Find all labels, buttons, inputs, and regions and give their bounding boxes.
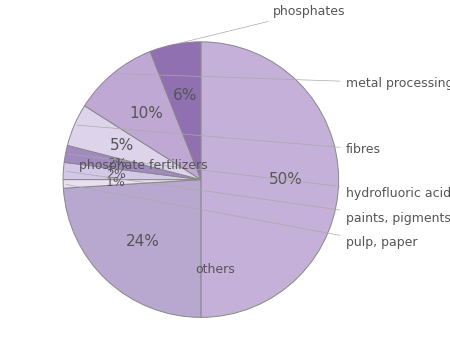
Text: fibres: fibres	[77, 125, 381, 156]
Text: hydrofluoric acid: hydrofluoric acid	[68, 154, 450, 200]
Wedge shape	[63, 162, 201, 180]
Wedge shape	[63, 180, 201, 188]
Text: 10%: 10%	[130, 106, 163, 121]
Text: 2%: 2%	[107, 157, 127, 170]
Text: 1%: 1%	[106, 176, 126, 189]
Text: 50%: 50%	[270, 172, 303, 187]
Text: phosphate fertilizers: phosphate fertilizers	[79, 159, 207, 172]
Wedge shape	[63, 180, 201, 318]
Text: others: others	[195, 263, 234, 276]
Text: 5%: 5%	[110, 138, 135, 153]
Wedge shape	[68, 106, 201, 180]
Text: 6%: 6%	[173, 88, 197, 103]
Wedge shape	[85, 52, 201, 180]
Text: paints, pigments: paints, pigments	[66, 171, 450, 225]
Wedge shape	[150, 42, 201, 180]
Wedge shape	[201, 42, 339, 318]
Text: pulp, paper: pulp, paper	[66, 184, 417, 250]
Text: phosphates: phosphates	[178, 5, 345, 43]
Text: metal processing: metal processing	[116, 74, 450, 90]
Wedge shape	[64, 145, 201, 180]
Text: 24%: 24%	[126, 234, 159, 249]
Text: 2%: 2%	[106, 168, 126, 181]
